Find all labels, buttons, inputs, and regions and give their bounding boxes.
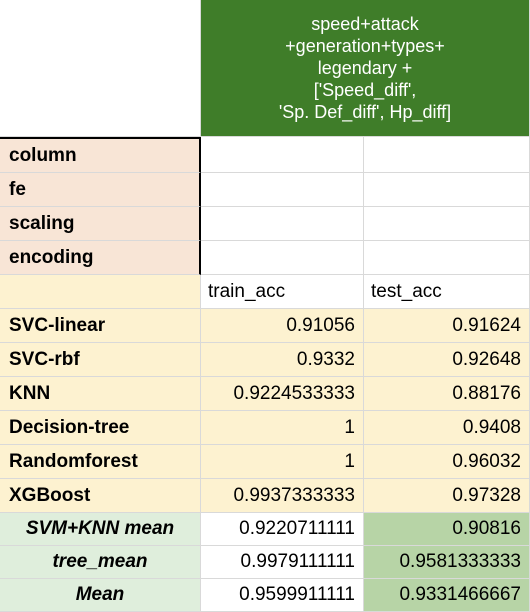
model-name-randomforest[interactable]: Randomforest — [0, 445, 201, 479]
corner-cell[interactable] — [0, 0, 201, 137]
model-name-decision-tree[interactable]: Decision-tree — [0, 411, 201, 445]
model-name-svc-linear[interactable]: SVC-linear — [0, 309, 201, 343]
summary-label-tree-mean[interactable]: tree_mean — [0, 546, 201, 579]
summary-train-mean[interactable]: 0.9599911111 — [201, 579, 364, 612]
row-label-scaling[interactable]: scaling — [0, 207, 201, 241]
cell-column-test[interactable] — [364, 137, 530, 173]
train-acc-randomforest[interactable]: 1 — [201, 445, 364, 479]
test-acc-decision-tree[interactable]: 0.9408 — [364, 411, 530, 445]
train-acc-svc-rbf[interactable]: 0.9332 — [201, 343, 364, 377]
train-acc-svc-linear[interactable]: 0.91056 — [201, 309, 364, 343]
summary-label-mean[interactable]: Mean — [0, 579, 201, 612]
summary-test-svm-knn-mean[interactable]: 0.90816 — [364, 513, 530, 546]
test-acc-knn[interactable]: 0.88176 — [364, 377, 530, 411]
summary-test-mean[interactable]: 0.9331466667 — [364, 579, 530, 612]
summary-train-tree-mean[interactable]: 0.9979111111 — [201, 546, 364, 579]
cell-scaling-train[interactable] — [201, 207, 364, 241]
model-name-xgboost[interactable]: XGBoost — [0, 479, 201, 513]
model-header-text: speed+attack +generation+types+ legendar… — [278, 14, 452, 122]
row-label-fe[interactable]: fe — [0, 173, 201, 207]
cell-encoding-test[interactable] — [364, 241, 530, 275]
summary-train-svm-knn-mean[interactable]: 0.9220711111 — [201, 513, 364, 546]
summary-label-svm-knn-mean[interactable]: SVM+KNN mean — [0, 513, 201, 546]
model-name-svc-rbf[interactable]: SVC-rbf — [0, 343, 201, 377]
row-label-blank[interactable] — [0, 275, 201, 309]
cell-scaling-test[interactable] — [364, 207, 530, 241]
column-header-test-acc[interactable]: test_acc — [364, 275, 530, 309]
row-label-column[interactable]: column — [0, 137, 201, 173]
row-label-encoding[interactable]: encoding — [0, 241, 201, 275]
test-acc-xgboost[interactable]: 0.97328 — [364, 479, 530, 513]
train-acc-decision-tree[interactable]: 1 — [201, 411, 364, 445]
cell-fe-train[interactable] — [201, 173, 364, 207]
model-header-cell[interactable]: speed+attack +generation+types+ legendar… — [201, 0, 530, 137]
column-header-train-acc[interactable]: train_acc — [201, 275, 364, 309]
cell-encoding-train[interactable] — [201, 241, 364, 275]
test-acc-svc-rbf[interactable]: 0.92648 — [364, 343, 530, 377]
summary-test-tree-mean[interactable]: 0.9581333333 — [364, 546, 530, 579]
cell-column-train[interactable] — [201, 137, 364, 173]
cell-fe-test[interactable] — [364, 173, 530, 207]
train-acc-knn[interactable]: 0.9224533333 — [201, 377, 364, 411]
model-name-knn[interactable]: KNN — [0, 377, 201, 411]
test-acc-randomforest[interactable]: 0.96032 — [364, 445, 530, 479]
test-acc-svc-linear[interactable]: 0.91624 — [364, 309, 530, 343]
train-acc-xgboost[interactable]: 0.9937333333 — [201, 479, 364, 513]
